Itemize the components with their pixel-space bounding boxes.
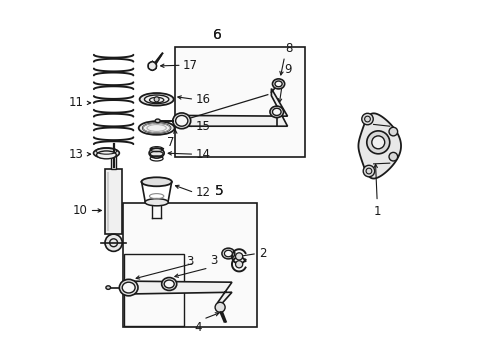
Circle shape [361,113,372,125]
Text: 4: 4 [194,320,201,334]
Text: 7: 7 [167,136,174,149]
Ellipse shape [272,108,281,116]
Text: 14: 14 [195,148,210,161]
Polygon shape [358,113,400,179]
Ellipse shape [141,177,171,186]
Polygon shape [182,89,287,126]
Circle shape [105,234,122,251]
Text: 6: 6 [213,28,222,42]
Ellipse shape [106,286,110,289]
Ellipse shape [155,119,160,123]
Ellipse shape [272,79,284,89]
Text: 9: 9 [284,63,291,76]
Ellipse shape [149,148,164,158]
Circle shape [154,97,159,102]
Ellipse shape [144,95,168,104]
Circle shape [388,127,397,136]
Ellipse shape [222,248,234,259]
Bar [105,169,122,234]
Ellipse shape [139,93,173,105]
Ellipse shape [224,250,232,257]
Bar [122,203,257,327]
Text: 11: 11 [69,96,83,109]
Circle shape [235,261,242,268]
Text: 1: 1 [373,205,380,218]
Bar [123,254,183,325]
Text: 13: 13 [69,148,83,161]
Ellipse shape [172,113,190,129]
Circle shape [215,302,224,312]
Text: 2: 2 [258,247,266,260]
Ellipse shape [269,106,283,118]
Ellipse shape [93,148,119,158]
Circle shape [388,152,397,161]
Ellipse shape [119,279,138,296]
Ellipse shape [162,278,176,291]
Text: 17: 17 [183,59,198,72]
Bar [110,149,116,169]
Ellipse shape [122,282,135,293]
Ellipse shape [164,280,174,288]
Ellipse shape [274,81,282,87]
Ellipse shape [144,199,168,206]
Circle shape [371,136,384,149]
Ellipse shape [96,151,116,159]
Text: 5: 5 [215,184,224,198]
Circle shape [235,253,242,260]
Text: 5: 5 [215,184,224,198]
Bar [174,47,305,157]
Text: 10: 10 [72,204,87,217]
Text: 6: 6 [213,28,222,42]
Ellipse shape [142,123,170,133]
Circle shape [366,131,389,154]
Ellipse shape [175,116,187,126]
Circle shape [148,62,156,70]
Text: 12: 12 [195,186,210,199]
Text: 3: 3 [209,254,217,267]
Text: 15: 15 [195,121,210,134]
Polygon shape [126,281,231,309]
Circle shape [363,165,374,177]
Text: 8: 8 [285,42,292,55]
Text: 3: 3 [186,255,193,268]
Text: 16: 16 [195,93,210,106]
Ellipse shape [139,121,174,135]
